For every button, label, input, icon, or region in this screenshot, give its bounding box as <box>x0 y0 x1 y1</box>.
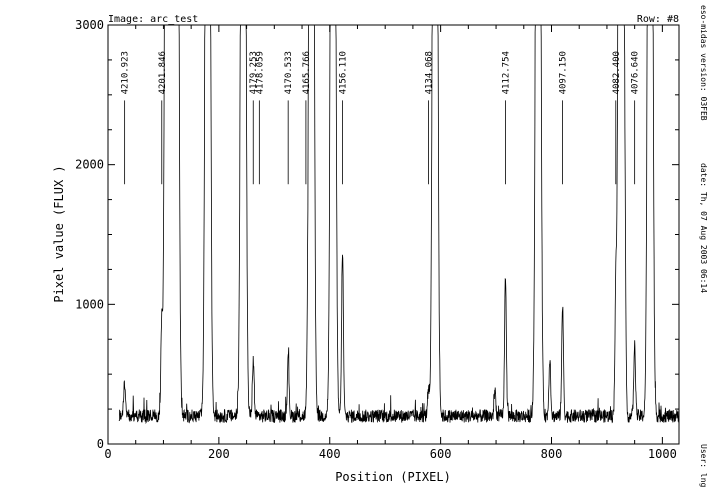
plot-area <box>118 25 679 425</box>
annotation-label: 4170.533 <box>284 51 294 94</box>
annotation-label: 4112.754 <box>501 51 511 94</box>
x-tick-label: 1000 <box>648 447 677 461</box>
date-label: date: Th, 07 Aug 2003 06:14 <box>699 163 708 293</box>
y-tick-label: 0 <box>97 437 104 451</box>
row-label: Row: #8 <box>637 14 679 25</box>
annotation-label: 4134.068 <box>424 51 434 94</box>
y-tick-label: 3000 <box>75 18 104 32</box>
y-axis-label: Pixel value (FLUX ) <box>52 165 66 302</box>
x-tick-label: 800 <box>541 447 563 461</box>
plot-frame <box>107 24 680 445</box>
annotation-label: 4097.150 <box>559 51 569 94</box>
annotation-label: 4082.400 <box>612 51 622 94</box>
user-label: User: lng <box>699 444 708 488</box>
annotation-label: 4076.640 <box>631 51 641 94</box>
midas-version-label: eso-midas version: 03FEB <box>699 5 708 121</box>
axis-ticks: 0 200 400 600 800 1000 0 1000 2000 3000 <box>75 18 679 461</box>
spectrum-line <box>118 25 679 425</box>
annotation-label: 4156.110 <box>338 51 348 94</box>
x-tick-label: 0 <box>104 447 111 461</box>
annotation-label: 4178.059 <box>255 51 265 94</box>
annotation-label: 4179.253 <box>249 51 259 94</box>
annotation-label: 4165.766 <box>302 51 312 94</box>
image-label: Image: arc_test <box>108 14 198 25</box>
y-tick-label: 1000 <box>75 297 104 311</box>
annotation-label: 4210.923 <box>121 51 131 94</box>
annotation-label: 4201.846 <box>158 51 168 94</box>
y-tick-label: 2000 <box>75 158 104 172</box>
x-tick-label: 600 <box>430 447 452 461</box>
x-axis-label: Position (PIXEL) <box>335 470 451 484</box>
x-tick-label: 400 <box>319 447 341 461</box>
x-tick-label: 200 <box>208 447 230 461</box>
